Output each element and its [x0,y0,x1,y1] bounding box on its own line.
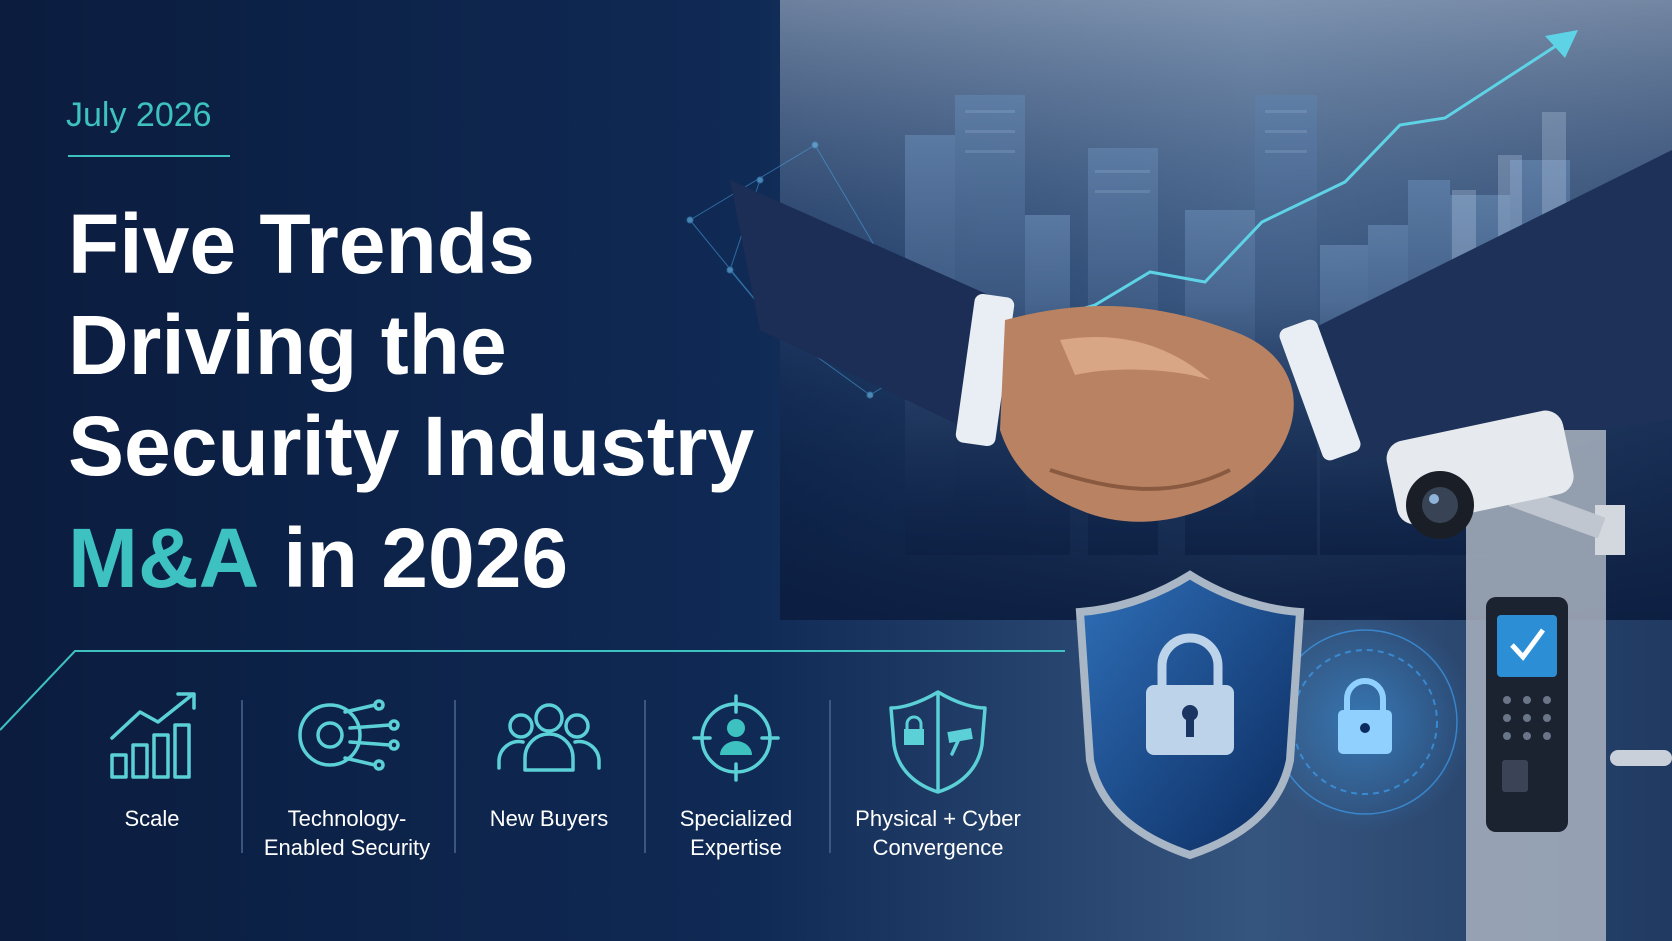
shield-lock [1146,633,1234,755]
keypad-check [1510,628,1546,661]
icon-convergence [889,690,987,794]
trend-label: Scale [124,806,179,831]
icon-scale [110,692,196,779]
icon-expertise [692,694,780,782]
date: July 2026 [66,96,212,134]
trend-label-line: Convergence [873,835,1004,860]
growth-arrowhead [1545,30,1578,58]
door-handle [1610,750,1672,766]
trend-label-line: Technology- [288,806,407,831]
fingerprint-pad [1502,760,1528,792]
icon-technology [298,699,400,771]
title-line: Security Industry [68,399,754,493]
title-line: Five Trends [68,197,535,291]
trend-label-line: New Buyers [490,806,609,831]
trend-label-line: Enabled Security [264,835,430,860]
icon-new-buyers [497,703,601,772]
trend-label-line: Scale [124,806,179,831]
trend-label-line: Specialized [680,806,793,831]
handshake [730,150,1672,522]
keypad-screen [1497,615,1557,677]
trend-labels: Scale Technology- Enabled Security New Buye… [124,806,1020,860]
title-line: M&A in 2026 [68,511,568,605]
divider-line [0,650,1065,731]
trend-label: Technology- Enabled Security [264,806,430,860]
title-highlight: M&A [68,511,259,605]
growth-arrow [1044,38,1566,322]
trend-label: Physical + Cyber Convergence [855,806,1021,860]
title-line: Driving the [68,298,507,392]
skyline-windows [965,110,1307,193]
trend-label: New Buyers [490,806,609,831]
keypad-keys [1503,696,1551,740]
title-rest: in 2026 [283,511,568,605]
camera [1386,410,1625,555]
trend-dividers [241,700,831,853]
small-lock [1338,678,1392,754]
trend-label: Specialized Expertise [680,806,793,860]
trend-label-line: Physical + Cyber [855,806,1021,831]
trend-label-line: Expertise [690,835,782,860]
